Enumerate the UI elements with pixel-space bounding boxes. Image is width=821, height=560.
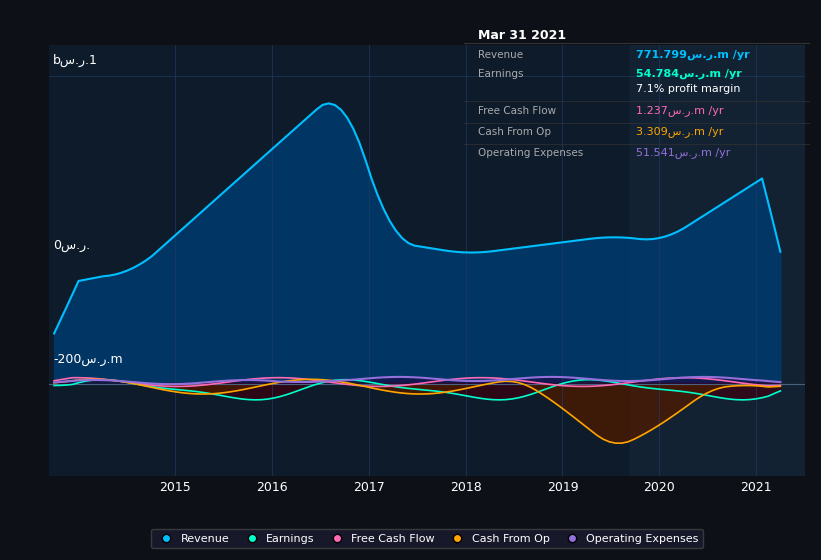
Text: 51.541س.ر.m /yr: 51.541س.ر.m /yr (636, 147, 731, 158)
Bar (631, 45, 805, 476)
Text: Mar 31 2021: Mar 31 2021 (478, 29, 566, 42)
Text: Free Cash Flow: Free Cash Flow (478, 105, 556, 115)
Text: Operating Expenses: Operating Expenses (478, 148, 583, 158)
Text: Earnings: Earnings (478, 69, 523, 80)
Text: 3.309س.ر.m /yr: 3.309س.ر.m /yr (636, 126, 723, 137)
Text: 771.799س.ر.m /yr: 771.799س.ر.m /yr (636, 49, 750, 60)
Legend: Revenue, Earnings, Free Cash Flow, Cash From Op, Operating Expenses: Revenue, Earnings, Free Cash Flow, Cash … (151, 529, 703, 548)
Text: 54.784س.ر.m /yr: 54.784س.ر.m /yr (636, 69, 742, 80)
Text: Cash From Op: Cash From Op (478, 127, 551, 137)
Text: bس.ر.1: bس.ر.1 (53, 53, 98, 67)
Text: 0س.ر.: 0س.ر. (53, 239, 90, 252)
Text: Revenue: Revenue (478, 50, 523, 59)
Text: -200س.ر.m: -200س.ر.m (53, 353, 122, 366)
Text: 1.237س.ر.m /yr: 1.237س.ر.m /yr (636, 105, 724, 116)
Text: 7.1% profit margin: 7.1% profit margin (636, 85, 741, 95)
